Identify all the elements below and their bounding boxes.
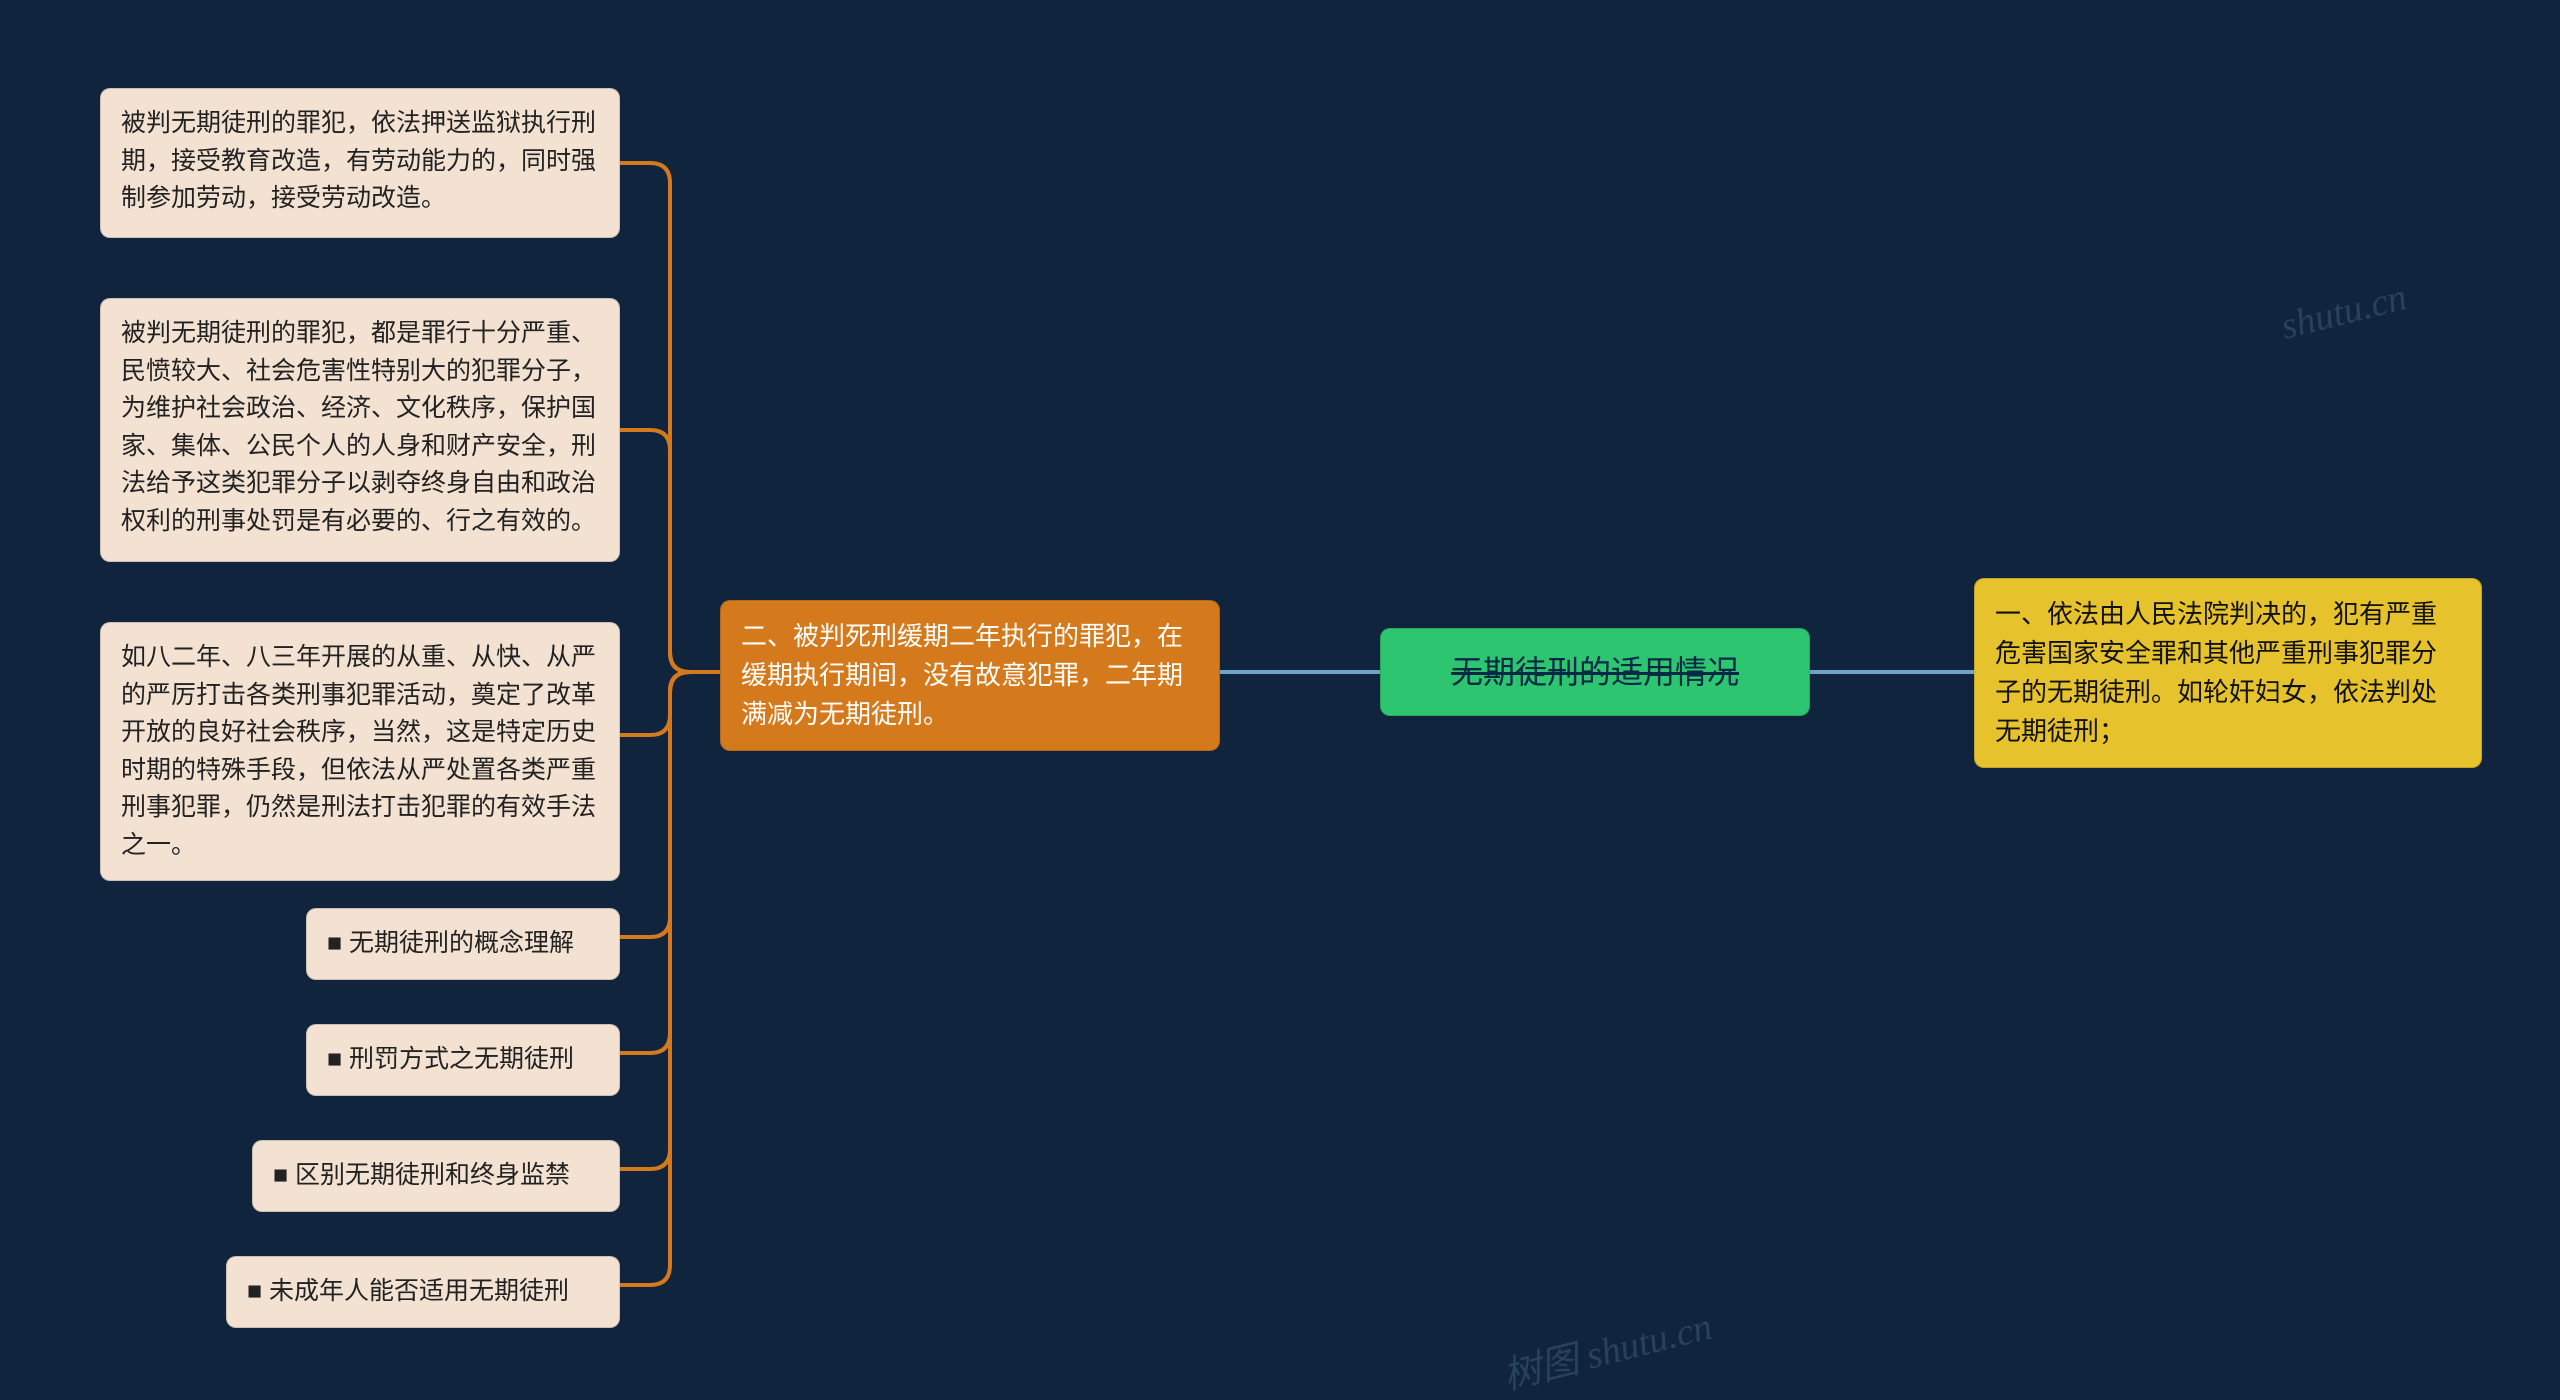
left-branch-text: 二、被判死刑缓期二年执行的罪犯，在缓期执行期间，没有故意犯罪，二年期满减为无期徒…: [741, 621, 1183, 729]
leaf-text: ■ 未成年人能否适用无期徒刑: [247, 1277, 569, 1305]
leaf-node: 被判无期徒刑的罪犯，依法押送监狱执行刑期，接受教育改造，有劳动能力的，同时强制参…: [100, 88, 620, 238]
right-branch-node: 一、依法由人民法院判决的，犯有严重危害国家安全罪和其他严重刑事犯罪分子的无期徒刑…: [1974, 578, 2482, 768]
leaf-text: ■ 区别无期徒刑和终身监禁: [273, 1161, 570, 1189]
leaf-node: 如八二年、八三年开展的从重、从快、从严的严厉打击各类刑事犯罪活动，奠定了改革开放…: [100, 622, 620, 881]
leaf-text: 被判无期徒刑的罪犯，依法押送监狱执行刑期，接受教育改造，有劳动能力的，同时强制参…: [121, 109, 596, 212]
watermark: 树图 shutu.cn: [1497, 1295, 1717, 1400]
leaf-text: 被判无期徒刑的罪犯，都是罪行十分严重、民愤较大、社会危害性特别大的犯罪分子，为维…: [121, 319, 596, 535]
root-node: 无期徒刑的适用情况: [1380, 628, 1810, 716]
root-text: 无期徒刑的适用情况: [1451, 648, 1739, 696]
leaf-node: ■ 区别无期徒刑和终身监禁: [252, 1140, 620, 1212]
leaf-node: ■ 未成年人能否适用无期徒刑: [226, 1256, 620, 1328]
leaf-node: ■ 无期徒刑的概念理解: [306, 908, 620, 980]
leaf-text: ■ 无期徒刑的概念理解: [327, 929, 574, 957]
mindmap-canvas: 树图 shutu.cnshutu.cn树图 shutu.cn 无期徒刑的适用情况…: [0, 0, 2560, 1392]
left-branch-node: 二、被判死刑缓期二年执行的罪犯，在缓期执行期间，没有故意犯罪，二年期满减为无期徒…: [720, 600, 1220, 751]
right-branch-text: 一、依法由人民法院判决的，犯有严重危害国家安全罪和其他严重刑事犯罪分子的无期徒刑…: [1995, 599, 2437, 746]
leaf-text: ■ 刑罚方式之无期徒刑: [327, 1045, 574, 1073]
leaf-node: ■ 刑罚方式之无期徒刑: [306, 1024, 620, 1096]
watermark: shutu.cn: [2277, 275, 2412, 349]
leaf-text: 如八二年、八三年开展的从重、从快、从严的严厉打击各类刑事犯罪活动，奠定了改革开放…: [121, 643, 596, 859]
leaf-node: 被判无期徒刑的罪犯，都是罪行十分严重、民愤较大、社会危害性特别大的犯罪分子，为维…: [100, 298, 620, 562]
